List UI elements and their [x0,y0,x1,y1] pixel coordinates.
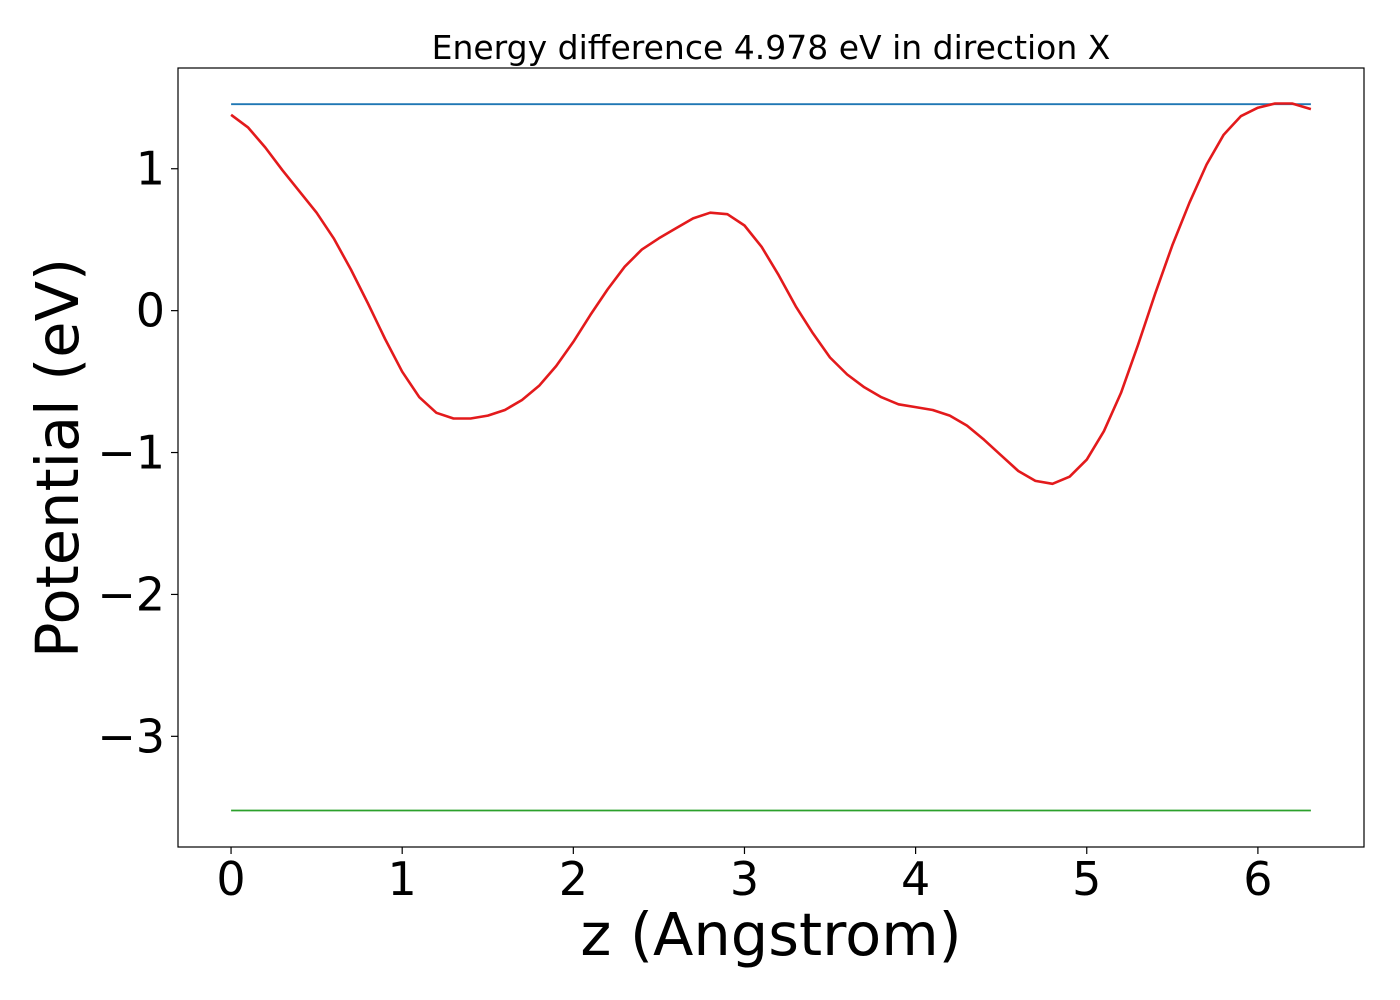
series-layer [230,102,1312,812]
x-tick-label: 2 [559,852,588,906]
y-tick-label: −3 [97,709,165,763]
x-tick-label: 1 [388,852,417,906]
x-tick-label: 6 [1243,852,1272,906]
y-tick-label: −1 [97,426,165,480]
potential-profile-line [230,102,1312,486]
x-tick-label: 3 [730,852,759,906]
chart-title: Energy difference 4.978 eV in direction … [432,28,1111,67]
x-tick-label: 0 [216,852,245,906]
y-tick-label: 1 [136,142,165,196]
y-axis-label: Potential (eV) [23,258,92,658]
y-tick-label: 0 [136,284,165,338]
ticks-layer: 0 1 2 3 4 5 6 1 0 −1 −2 −3 [97,142,1272,906]
x-tick-label: 5 [1072,852,1101,906]
y-tick-label: −2 [97,567,165,621]
plot-area-frame [177,67,1365,848]
x-axis-label: z (Angstrom) [580,900,961,969]
x-tick-label: 4 [901,852,930,906]
